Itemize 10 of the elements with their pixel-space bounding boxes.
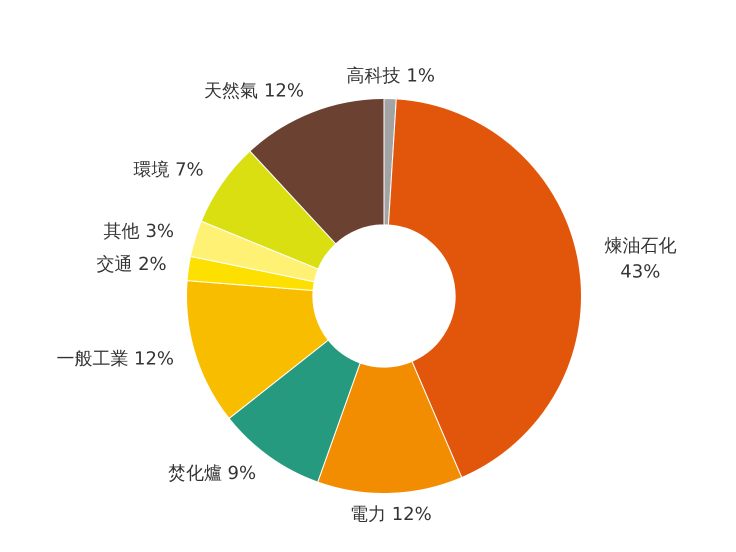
slice-label: 其他 3%: [104, 220, 174, 242]
slice-label: 環境 7%: [133, 160, 204, 181]
slice-label: 焚化爐 9%: [168, 463, 256, 484]
slice-label: 一般工業 12%: [56, 348, 174, 370]
slice-label: 煉油石化: [604, 235, 676, 256]
data-label: 43%: [620, 261, 660, 282]
slice-label: 交通 2%: [96, 254, 167, 276]
slice-label: 高科技 1%: [346, 65, 435, 86]
slice-label: 天然氣 12%: [204, 80, 304, 102]
slice-label: 電力 12%: [350, 504, 432, 526]
